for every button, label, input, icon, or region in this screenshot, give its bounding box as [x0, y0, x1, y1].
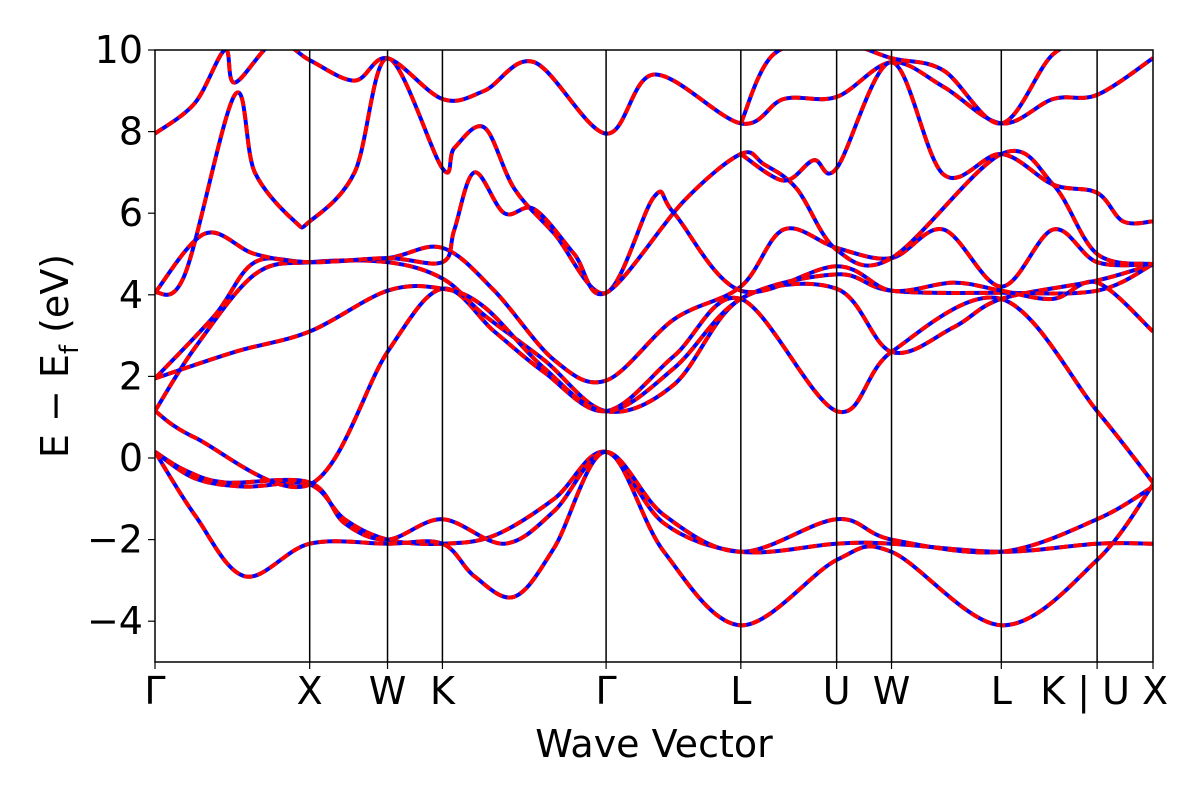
x-tick-label: K | U [1040, 669, 1130, 714]
x-tick-label: X [297, 669, 323, 713]
y-axis-label-subscript: f [55, 344, 85, 354]
band-lines [155, 50, 1153, 628]
band-line-blue-8 [155, 149, 1153, 297]
band-line-blue-6 [155, 226, 1153, 385]
x-tick-label: L [730, 669, 751, 713]
x-tick-label: L [991, 669, 1012, 713]
x-axis-label: Wave Vector [535, 722, 773, 766]
x-tick-label: U [823, 669, 851, 713]
y-axis-label-suffix: (eV) [33, 254, 77, 345]
band-line-red-1 [155, 449, 1153, 555]
y-tick-label: 4 [119, 273, 143, 317]
x-tick-label: X [1142, 669, 1168, 713]
y-tick-label: 8 [119, 110, 143, 154]
band-line-red-7 [155, 56, 1153, 334]
band-line-red-5 [155, 262, 1153, 414]
y-tick-label: 6 [119, 191, 143, 235]
y-tick-label: 0 [119, 436, 143, 480]
x-tick-label: W [369, 669, 407, 713]
x-tick-label: W [873, 669, 911, 713]
y-tick-label: 2 [119, 354, 143, 398]
x-tick-label: K [430, 669, 456, 713]
x-tick-label: Γ [596, 669, 617, 713]
y-axis-ticks: −4 −2 0 2 4 6 8 10 [87, 28, 155, 643]
band-line-red-6 [155, 226, 1153, 385]
band-line-red-2 [155, 449, 1153, 628]
band-line-red-10 [739, 60, 1153, 226]
y-axis-label-main: E − E [33, 354, 77, 458]
y-tick-label: −2 [87, 518, 143, 562]
kpoint-divider-lines [308, 50, 1098, 662]
band-line-red-3 [155, 286, 1153, 489]
band-line-red-8 [155, 149, 1153, 297]
band-line-red-9 [155, 50, 1153, 136]
y-axis-label: E − Ef (eV) [33, 254, 85, 458]
y-tick-label: 10 [95, 28, 143, 72]
plot-frame [154, 49, 1154, 663]
x-tick-label: Γ [144, 669, 165, 713]
band-line-red-11 [738, 50, 1063, 126]
y-tick-label: −4 [87, 599, 143, 643]
band-line-blue-11 [738, 50, 1063, 126]
